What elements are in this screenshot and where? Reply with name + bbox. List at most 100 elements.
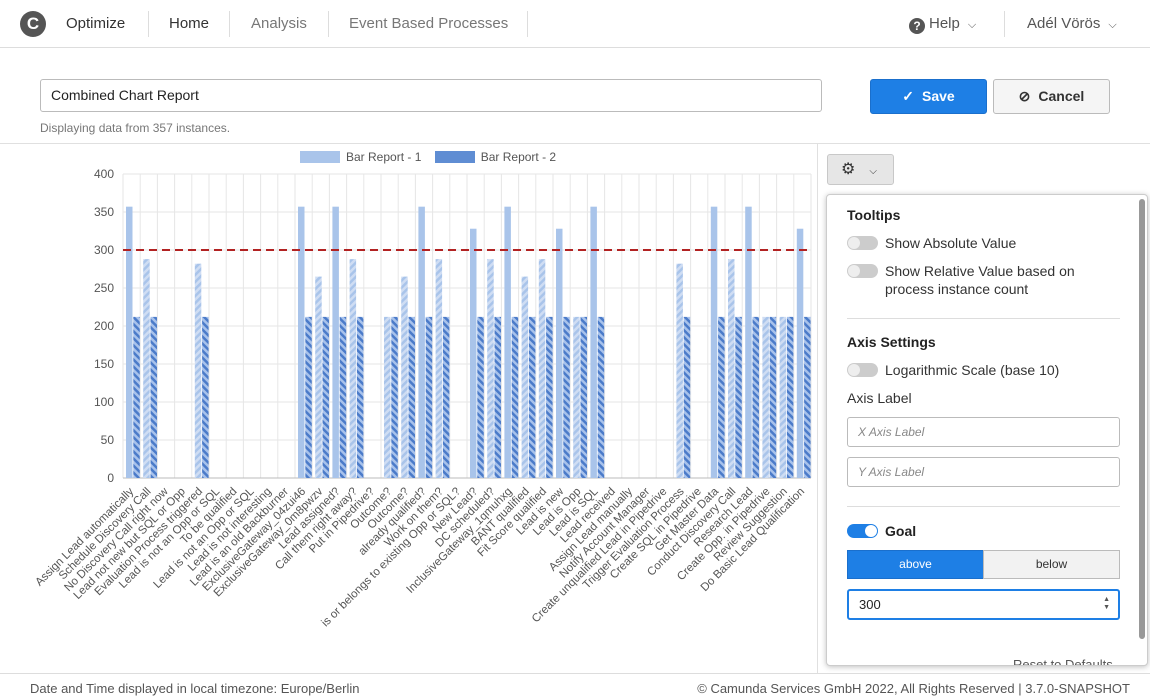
user-name: Adél Vörös — [1027, 15, 1101, 32]
bar-series-2[interactable] — [563, 316, 570, 478]
y-tick-label: 150 — [94, 357, 114, 371]
bar-series-1[interactable] — [315, 276, 322, 478]
help-menu[interactable]: ? Help ⌵ — [909, 0, 976, 48]
y-tick-label: 400 — [94, 167, 114, 181]
bar-series-2[interactable] — [511, 316, 519, 478]
y-tick-label: 50 — [101, 433, 115, 447]
panel-scrollbar[interactable] — [1139, 199, 1145, 639]
bar-series-1[interactable] — [590, 206, 597, 478]
timezone-note: Date and Time displayed in local timezon… — [30, 681, 360, 696]
cancel-button[interactable]: ⊘ Cancel — [993, 79, 1110, 114]
bar-series-1[interactable] — [710, 206, 718, 478]
goal-below-button[interactable]: below — [983, 550, 1120, 579]
bar-series-2[interactable] — [528, 316, 536, 478]
nav-event-based-processes[interactable]: Event Based Processes — [349, 15, 509, 32]
bar-series-2[interactable] — [494, 316, 502, 478]
bar-series-1[interactable] — [194, 263, 202, 478]
bar-series-1[interactable] — [126, 206, 133, 478]
bar-series-2[interactable] — [202, 316, 209, 478]
y-tick-label: 350 — [94, 205, 114, 219]
bar-series-2[interactable] — [408, 316, 416, 478]
reset-to-defaults-button[interactable]: Reset to Defaults — [1013, 657, 1113, 666]
bar-series-1[interactable] — [470, 228, 477, 478]
goal-heading: Goal — [885, 523, 917, 539]
bar-series-2[interactable] — [477, 316, 484, 478]
stepper-icon[interactable]: ▲ ▼ — [1103, 596, 1110, 611]
bar-series-2[interactable] — [735, 316, 742, 478]
header-divider — [1004, 11, 1005, 37]
bar-series-2[interactable] — [546, 316, 553, 478]
legend-label: Bar Report - 2 — [480, 150, 557, 164]
bar-series-2[interactable] — [322, 316, 330, 478]
chart-legend: Bar Report - 1 Bar Report - 2 — [300, 150, 566, 164]
bar-series-1[interactable] — [418, 206, 425, 478]
bar-series-1[interactable] — [349, 259, 357, 478]
save-button[interactable]: ✓ Save — [870, 79, 987, 114]
bar-series-2[interactable] — [597, 316, 605, 478]
bar-series-1[interactable] — [538, 259, 546, 478]
user-menu[interactable]: Adél Vörös ⌵ — [1027, 0, 1117, 48]
bar-series-2[interactable] — [769, 316, 777, 478]
bar-series-1[interactable] — [556, 228, 563, 478]
x-axis-label-input[interactable]: X Axis Label — [847, 417, 1120, 447]
axis-settings-heading: Axis Settings — [847, 334, 936, 350]
show-relative-toggle[interactable] — [847, 264, 878, 278]
bar-series-2[interactable] — [442, 316, 450, 478]
bar-series-1[interactable] — [728, 259, 735, 478]
chevron-down-icon: ⌵ — [869, 166, 877, 177]
nav-home[interactable]: Home — [169, 15, 210, 32]
goal-value-input[interactable]: 300 ▲ ▼ — [847, 589, 1120, 620]
bar-series-1[interactable] — [521, 276, 529, 478]
bar-series-1[interactable] — [779, 316, 787, 478]
help-label: Help — [929, 15, 960, 32]
top-header: C Optimize Home Analysis Event Based Pro… — [0, 0, 1150, 48]
tooltips-heading: Tooltips — [847, 207, 901, 223]
footer: Date and Time displayed in local timezon… — [0, 673, 1150, 700]
bar-series-1[interactable] — [745, 206, 752, 478]
chart-settings-button[interactable]: ⚙ ⌵ — [827, 154, 894, 185]
bar-series-2[interactable] — [425, 316, 433, 478]
bar-series-2[interactable] — [804, 316, 811, 478]
bar-series-1[interactable] — [435, 259, 443, 478]
bar-series-1[interactable] — [298, 206, 305, 478]
bar-series-2[interactable] — [356, 316, 364, 478]
goal-direction-selector: above below — [847, 550, 1120, 579]
header-divider — [148, 11, 149, 37]
report-name-input[interactable]: Combined Chart Report — [40, 79, 822, 112]
show-absolute-toggle[interactable] — [847, 236, 878, 250]
legend-item-series-2[interactable]: Bar Report - 2 — [434, 150, 557, 164]
bar-series-1[interactable] — [487, 259, 494, 478]
app-name[interactable]: Optimize — [66, 15, 126, 32]
goal-toggle[interactable] — [847, 524, 878, 538]
bar-series-2[interactable] — [683, 316, 691, 478]
bar-series-2[interactable] — [786, 316, 794, 478]
show-relative-label: Show Relative Value based on process ins… — [885, 263, 1075, 297]
bar-series-1[interactable] — [796, 228, 804, 478]
chevron-down-icon: ⌵ — [967, 19, 977, 31]
bar-series-1[interactable] — [401, 276, 408, 478]
copyright-text: © Camunda Services GmbH 2022, All Rights… — [697, 681, 1130, 696]
bar-series-2[interactable] — [580, 316, 588, 478]
y-axis-label-input[interactable]: Y Axis Label — [847, 457, 1120, 487]
bar-series-1[interactable] — [332, 206, 339, 478]
bar-series-1[interactable] — [676, 263, 683, 478]
bar-series-2[interactable] — [305, 316, 312, 478]
legend-item-series-1[interactable]: Bar Report - 1 — [300, 150, 421, 164]
bar-series-2[interactable] — [718, 316, 725, 478]
goal-above-button[interactable]: above — [847, 550, 984, 579]
bar-series-2[interactable] — [150, 316, 158, 478]
bar-series-2[interactable] — [391, 316, 398, 478]
bar-series-2[interactable] — [339, 316, 347, 478]
goal-value: 300 — [859, 597, 881, 612]
cancel-label: Cancel — [1038, 88, 1085, 104]
bar-series-1[interactable] — [504, 206, 511, 478]
bar-series-1[interactable] — [762, 316, 769, 478]
bar-series-2[interactable] — [752, 316, 760, 478]
bar-series-1[interactable] — [573, 316, 580, 478]
nav-analysis[interactable]: Analysis — [251, 15, 307, 32]
log-scale-toggle[interactable] — [847, 363, 878, 377]
bar-series-1[interactable] — [384, 316, 391, 478]
bar-series-1[interactable] — [143, 259, 150, 478]
bar-series-2[interactable] — [133, 316, 140, 478]
camunda-logo[interactable]: C — [20, 11, 46, 37]
